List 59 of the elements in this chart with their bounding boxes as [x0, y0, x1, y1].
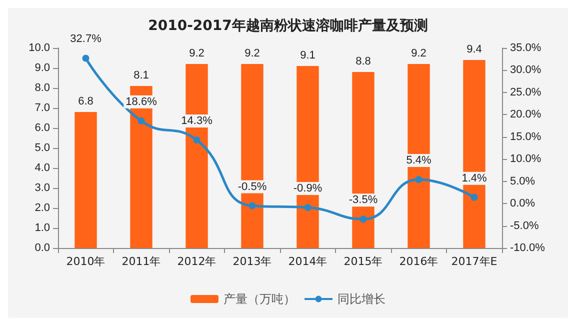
chart-title: 2010-2017年越南粉状速溶咖啡产量及预测	[148, 17, 428, 34]
y-tick-label: 2.0	[34, 202, 50, 214]
x-tick-label: 2016年	[399, 255, 438, 268]
x-tick-label: 2013年	[232, 255, 272, 268]
y-tick-label: 4.0	[34, 162, 50, 174]
y-tick-label: 3.0	[34, 182, 50, 194]
data-label: 14.3%	[181, 115, 213, 127]
bar	[463, 60, 486, 248]
data-label: 9.2	[411, 48, 426, 60]
y2-tick-label: 35.0%	[510, 42, 542, 54]
y-tick-label: 1.0	[34, 222, 50, 234]
data-label: 8.8	[356, 56, 371, 68]
bar	[74, 112, 97, 248]
y2-tick-label: -5.0%	[510, 220, 539, 232]
y-tick-label: 9.0	[34, 62, 50, 74]
data-label: -0.9%	[293, 182, 322, 195]
data-label: -3.5%	[348, 194, 378, 206]
data-label: 9.2	[244, 48, 260, 60]
data-label: -0.5%	[238, 180, 267, 193]
bar	[408, 64, 430, 248]
y2-tick-label: 10.0%	[510, 153, 542, 166]
data-label: 9.4	[466, 44, 482, 56]
data-label: 8.1	[134, 70, 149, 82]
y2-tick-label: 15.0%	[510, 130, 542, 143]
data-label: 32.7%	[70, 33, 102, 46]
y2-tick-label: 30.0%	[510, 64, 542, 76]
point	[415, 176, 422, 184]
data-label: 9.2	[189, 48, 204, 60]
y2-tick-label: 0.0%	[510, 198, 536, 210]
legend-label: 同比增长	[338, 292, 386, 306]
x-tick-label: 2015年	[344, 255, 383, 268]
y-tick-label: 8.0	[34, 82, 50, 94]
data-label: 5.4%	[406, 154, 432, 167]
y-tick-label: 0.0	[34, 242, 50, 254]
y-tick-label: 10.0	[28, 42, 50, 54]
y-tick-label: 7.0	[34, 102, 50, 114]
x-tick-label: 2014年	[288, 255, 328, 268]
y2-tick-label: -10.0%	[510, 242, 546, 254]
data-label: 9.1	[300, 50, 316, 62]
x-tick-label: 2011年	[122, 255, 161, 268]
data-label: 18.6%	[126, 96, 158, 108]
y2-tick-label: 5.0%	[510, 175, 536, 188]
x-tick-label: 2012年	[177, 255, 216, 268]
point	[248, 202, 256, 210]
data-label: 1.4%	[462, 172, 487, 184]
point	[82, 54, 90, 62]
x-tick-label: 2010年	[66, 255, 106, 268]
x-tick-label: 2017年E	[451, 255, 498, 268]
y2-tick-label: 25.0%	[510, 86, 542, 98]
point	[193, 136, 200, 144]
point	[138, 117, 145, 124]
y-tick-label: 5.0	[34, 142, 50, 154]
y2-tick-label: 20.0%	[510, 108, 542, 121]
y-tick-label: 6.0	[34, 122, 50, 134]
data-label: 6.8	[78, 96, 94, 108]
point	[360, 216, 367, 223]
point	[470, 194, 478, 201]
legend-label: 产量（万吨）	[224, 292, 296, 306]
point	[304, 204, 312, 212]
